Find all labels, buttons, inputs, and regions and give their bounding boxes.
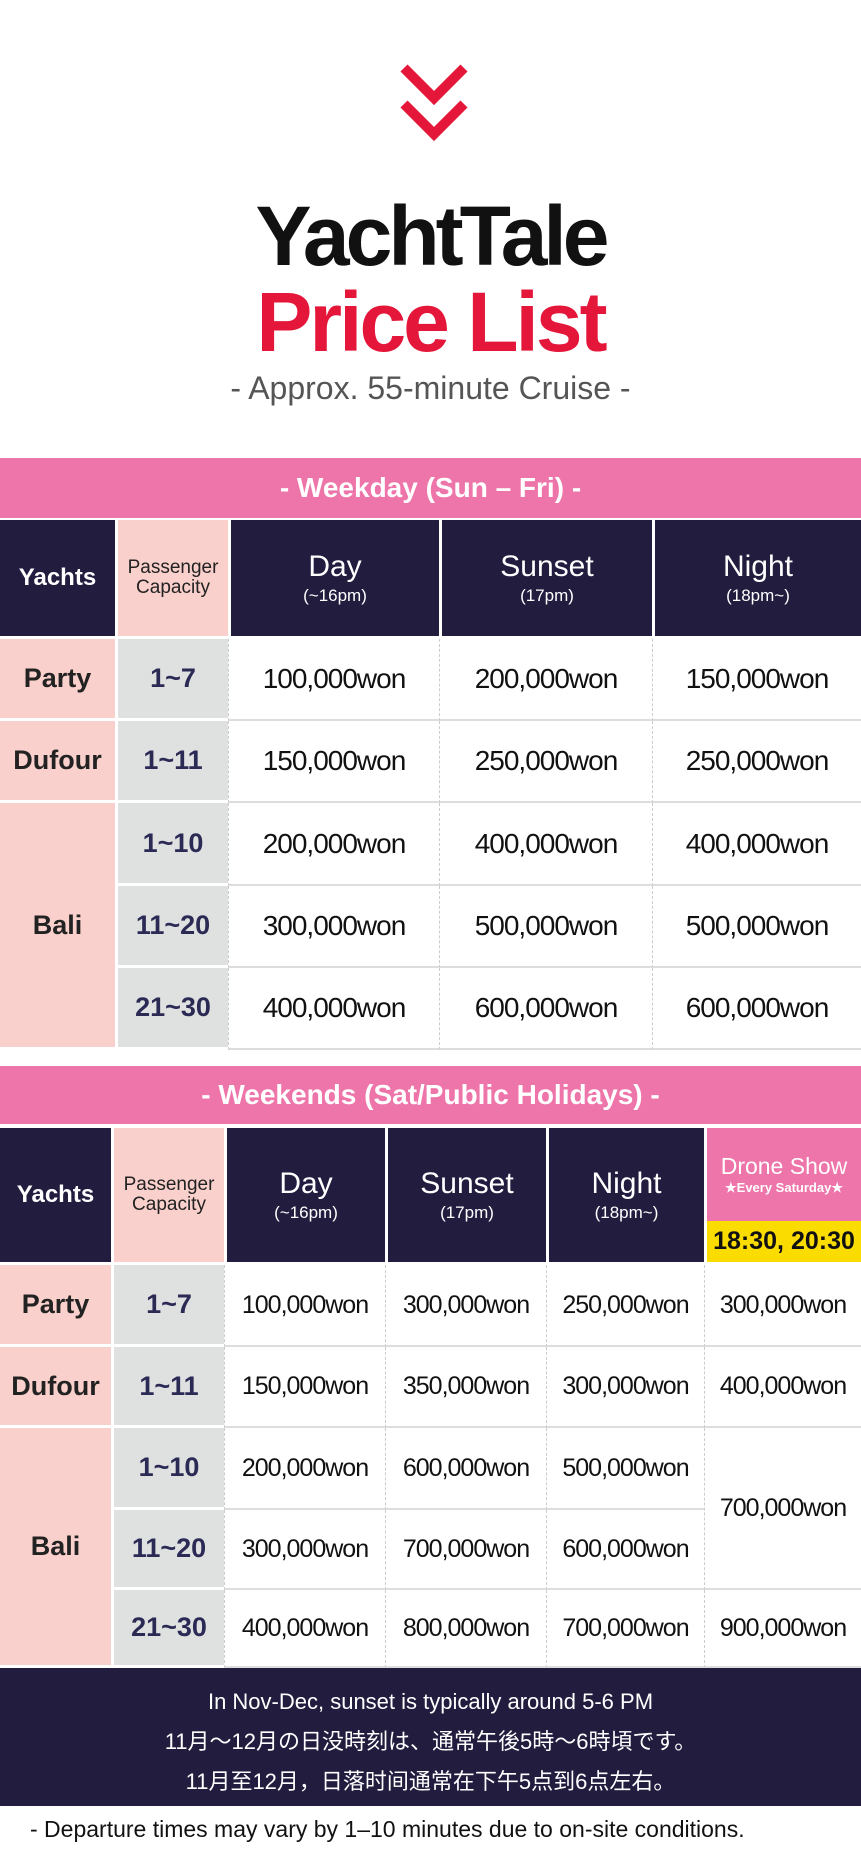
drone-show-header: Drone Show ★Every Saturday★ 18:30, 20:30 [707,1128,861,1262]
column-label: Day [308,550,362,583]
drone-price-cell: 900,000won [704,1590,861,1668]
price-cell: 500,000won [546,1428,704,1510]
column-label: Sunset [500,550,594,583]
column-header-sunset: Sunset (17pm) [388,1128,546,1262]
price-cell: 200,000won [228,803,439,886]
passenger-capacity: 11~20 [118,886,228,965]
drone-times: 18:30, 20:30 [707,1221,861,1262]
drone-price-cell: 400,000won [704,1347,861,1428]
price-cell: 150,000won [224,1347,385,1428]
column-time: (~16pm) [274,1203,338,1222]
column-header-night: Night (18pm~) [549,1128,704,1262]
column-time: (18pm~) [726,586,790,605]
passenger-capacity: 21~30 [114,1590,224,1665]
price-cell: 700,000won [546,1590,704,1668]
weekend-price-table: Yachts Passenger Capacity Day (~16pm) Sunset… [0,1128,861,1668]
price-cell: 600,000won [439,968,652,1050]
price-cell: 100,000won [224,1265,385,1347]
column-label: Day [279,1167,333,1200]
column-header-night: Night (18pm~) [655,520,861,636]
price-cell: 250,000won [652,721,861,803]
drone-show-title: Drone Show ★Every Saturday★ [707,1128,861,1221]
passenger-capacity: 1~10 [118,803,228,883]
yacht-name: Bali [0,1428,111,1665]
drone-price-cell: 700,000won [704,1428,861,1590]
price-cell: 350,000won [385,1347,546,1428]
column-time: (18pm~) [594,1203,659,1222]
price-cell: 300,000won [228,886,439,968]
price-cell: 200,000won [224,1428,385,1510]
passenger-capacity: 1~10 [114,1428,224,1507]
price-cell: 800,000won [385,1590,546,1668]
drone-price-cell: 300,000won [704,1265,861,1347]
passenger-capacity: 1~7 [118,639,228,718]
note-line-zh: 11月至12月，日落时间通常在下午5点到6点左右。 [185,1769,676,1794]
passenger-capacity: 1~11 [118,721,228,800]
column-time: (~16pm) [303,586,367,605]
yacht-name: Bali [0,803,115,1047]
departure-disclaimer: - Departure times may vary by 1–10 minut… [30,1816,745,1842]
price-cell: 300,000won [546,1347,704,1428]
note-line-en: In Nov-Dec, sunset is typically around 5… [207,1689,654,1714]
column-label: Night [591,1167,662,1200]
price-cell: 600,000won [652,968,861,1050]
column-header-day: Day (~16pm) [231,520,439,636]
price-cell: 150,000won [228,721,439,803]
capacity-header: Passenger Capacity [114,1128,224,1262]
price-cell: 600,000won [385,1428,546,1510]
subtitle: - Approx. 55-minute Cruise - [230,370,631,406]
yacht-name: Dufour [0,1347,111,1425]
column-label: Sunset [420,1167,514,1200]
yacht-name: Dufour [0,721,115,800]
price-cell: 400,000won [652,803,861,886]
sunset-note: In Nov-Dec, sunset is typically around 5… [0,1668,861,1806]
column-time: (17pm) [520,586,574,605]
price-cell: 400,000won [224,1590,385,1668]
price-cell: 500,000won [439,886,652,968]
price-cell: 150,000won [652,639,861,721]
passenger-capacity: 11~20 [114,1510,224,1587]
price-cell: 700,000won [385,1510,546,1590]
price-cell: 300,000won [385,1265,546,1347]
price-cell: 100,000won [228,639,439,721]
capacity-header: Passenger Capacity [118,520,228,636]
brand-name: YachtTale [255,189,610,283]
price-cell: 400,000won [439,803,652,886]
column-header-day: Day (~16pm) [227,1128,385,1262]
weekend-banner: - Weekends (Sat/Public Holidays) - [0,1066,861,1124]
price-cell: 300,000won [224,1510,385,1590]
price-cell: 250,000won [439,721,652,803]
yacht-name: Party [0,639,115,718]
note-line-ja: 11月～12月の日没時刻は、通常午後5時～6時頃です。 [164,1729,697,1754]
price-cell: 250,000won [546,1265,704,1347]
yacht-name: Party [0,1265,111,1344]
passenger-capacity: 1~7 [114,1265,224,1344]
passenger-capacity: 21~30 [118,968,228,1047]
weekday-price-table: Yachts Passenger Capacity Day (~16pm) Sunset… [0,520,861,1050]
column-header-sunset: Sunset (17pm) [442,520,652,636]
drone-label: Drone Show [720,1153,848,1179]
page-title: Price List [256,275,607,369]
weekday-banner: - Weekday (Sun – Fri) - [0,458,861,518]
price-cell: 500,000won [652,886,861,968]
price-cell: 200,000won [439,639,652,721]
column-time: (17pm) [440,1203,494,1222]
column-label: Night [722,550,794,583]
passenger-capacity: 1~11 [114,1347,224,1425]
yachts-header: Yachts [0,520,115,636]
drone-schedule: ★Every Saturday★ [725,1180,843,1195]
price-cell: 600,000won [546,1510,704,1590]
yachts-header: Yachts [0,1128,111,1262]
double-chevron-down-icon [400,64,468,142]
price-cell: 400,000won [228,968,439,1050]
